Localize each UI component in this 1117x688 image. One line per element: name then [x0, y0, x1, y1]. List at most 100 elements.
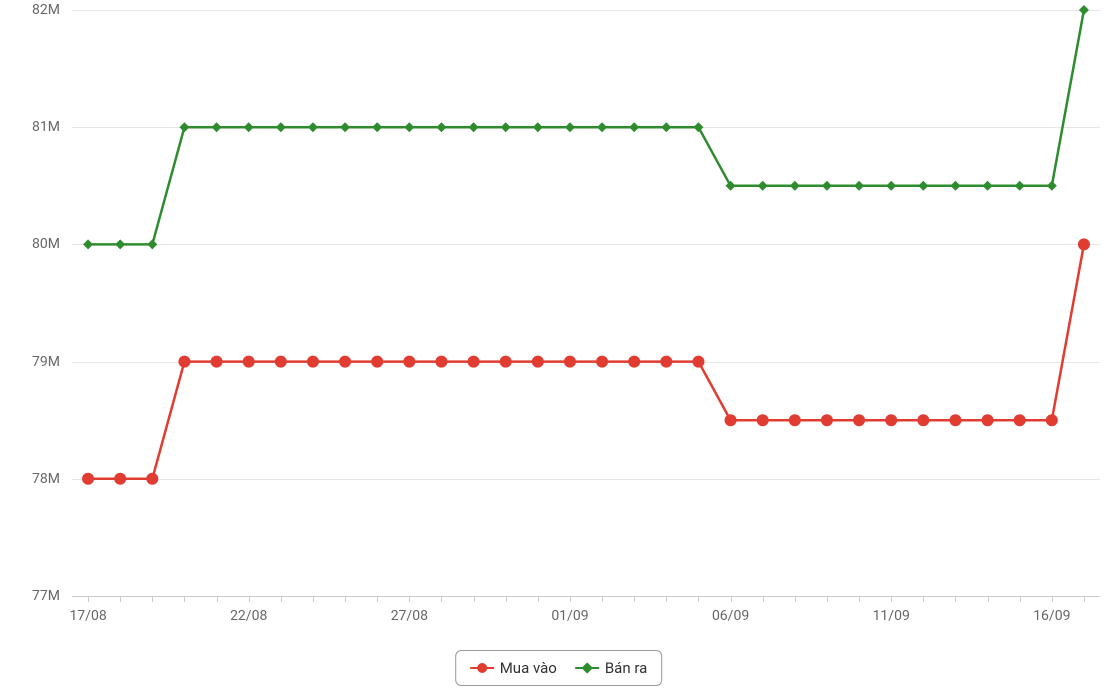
- data-point[interactable]: [757, 414, 769, 426]
- data-point[interactable]: [307, 356, 319, 368]
- data-point[interactable]: [533, 122, 543, 132]
- x-tick-mark: [377, 596, 378, 602]
- data-point[interactable]: [500, 356, 512, 368]
- data-point[interactable]: [243, 356, 255, 368]
- legend-item-mua-vao[interactable]: Mua vào: [470, 659, 557, 677]
- data-point[interactable]: [758, 181, 768, 191]
- x-tick-mark: [602, 596, 603, 602]
- x-tick-label: 11/09: [873, 608, 910, 624]
- data-point[interactable]: [308, 122, 318, 132]
- x-tick-mark: [570, 596, 571, 602]
- x-tick-mark: [441, 596, 442, 602]
- data-point[interactable]: [532, 356, 544, 368]
- x-tick-label: 01/09: [551, 608, 588, 624]
- data-point[interactable]: [726, 181, 736, 191]
- data-point[interactable]: [693, 122, 703, 132]
- data-point[interactable]: [436, 122, 446, 132]
- data-point[interactable]: [469, 122, 479, 132]
- data-point[interactable]: [629, 122, 639, 132]
- data-point[interactable]: [1079, 5, 1089, 15]
- data-point[interactable]: [404, 122, 414, 132]
- data-point[interactable]: [983, 181, 993, 191]
- data-point[interactable]: [244, 122, 254, 132]
- data-point[interactable]: [661, 122, 671, 132]
- data-point[interactable]: [790, 181, 800, 191]
- data-point[interactable]: [918, 181, 928, 191]
- x-tick-mark: [923, 596, 924, 602]
- x-tick-mark: [281, 596, 282, 602]
- y-tick-label: 78M: [0, 471, 60, 487]
- x-tick-mark: [1020, 596, 1021, 602]
- y-tick-label: 81M: [0, 119, 60, 135]
- data-point[interactable]: [885, 414, 897, 426]
- data-point[interactable]: [854, 181, 864, 191]
- data-point[interactable]: [179, 122, 189, 132]
- data-point[interactable]: [692, 356, 704, 368]
- data-point[interactable]: [115, 239, 125, 249]
- data-point[interactable]: [276, 122, 286, 132]
- x-tick-mark: [409, 596, 410, 602]
- data-point[interactable]: [725, 414, 737, 426]
- data-point[interactable]: [822, 181, 832, 191]
- data-point[interactable]: [789, 414, 801, 426]
- data-point[interactable]: [114, 473, 126, 485]
- x-tick-mark: [698, 596, 699, 602]
- x-tick-mark: [763, 596, 764, 602]
- data-point[interactable]: [403, 356, 415, 368]
- x-tick-mark: [1052, 596, 1053, 602]
- gridline: [72, 596, 1100, 597]
- x-tick-mark: [955, 596, 956, 602]
- x-tick-label: 17/08: [69, 608, 106, 624]
- data-point[interactable]: [917, 414, 929, 426]
- data-point[interactable]: [564, 356, 576, 368]
- data-point[interactable]: [565, 122, 575, 132]
- data-point[interactable]: [501, 122, 511, 132]
- data-point[interactable]: [371, 356, 383, 368]
- legend-label: Bán ra: [605, 659, 647, 677]
- x-tick-mark: [249, 596, 250, 602]
- x-tick-mark: [184, 596, 185, 602]
- data-point[interactable]: [1015, 181, 1025, 191]
- data-point[interactable]: [82, 473, 94, 485]
- data-point[interactable]: [275, 356, 287, 368]
- x-tick-mark: [666, 596, 667, 602]
- x-tick-mark: [795, 596, 796, 602]
- data-point[interactable]: [853, 414, 865, 426]
- data-point[interactable]: [211, 356, 223, 368]
- data-point[interactable]: [821, 414, 833, 426]
- data-point[interactable]: [147, 239, 157, 249]
- data-point[interactable]: [178, 356, 190, 368]
- data-point[interactable]: [435, 356, 447, 368]
- data-point[interactable]: [982, 414, 994, 426]
- data-point[interactable]: [597, 122, 607, 132]
- chart-lines-svg: [72, 10, 1100, 596]
- data-point[interactable]: [146, 473, 158, 485]
- x-tick-mark: [120, 596, 121, 602]
- data-point[interactable]: [950, 181, 960, 191]
- x-tick-label: 22/08: [230, 608, 267, 624]
- data-point[interactable]: [1046, 414, 1058, 426]
- data-point[interactable]: [1014, 414, 1026, 426]
- data-point[interactable]: [339, 356, 351, 368]
- data-point[interactable]: [596, 356, 608, 368]
- data-point[interactable]: [372, 122, 382, 132]
- x-tick-mark: [731, 596, 732, 602]
- x-tick-mark: [474, 596, 475, 602]
- data-point[interactable]: [886, 181, 896, 191]
- data-point[interactable]: [212, 122, 222, 132]
- data-point[interactable]: [949, 414, 961, 426]
- data-point[interactable]: [468, 356, 480, 368]
- data-point[interactable]: [1047, 181, 1057, 191]
- x-tick-mark: [891, 596, 892, 602]
- x-tick-label: 16/09: [1033, 608, 1070, 624]
- x-tick-mark: [152, 596, 153, 602]
- data-point[interactable]: [1078, 238, 1090, 250]
- x-tick-mark: [217, 596, 218, 602]
- legend-label: Mua vào: [500, 659, 557, 677]
- data-point[interactable]: [83, 239, 93, 249]
- data-point[interactable]: [660, 356, 672, 368]
- data-point[interactable]: [628, 356, 640, 368]
- legend-item-ban-ra[interactable]: Bán ra: [575, 659, 647, 677]
- data-point[interactable]: [340, 122, 350, 132]
- plot-area: [72, 10, 1100, 596]
